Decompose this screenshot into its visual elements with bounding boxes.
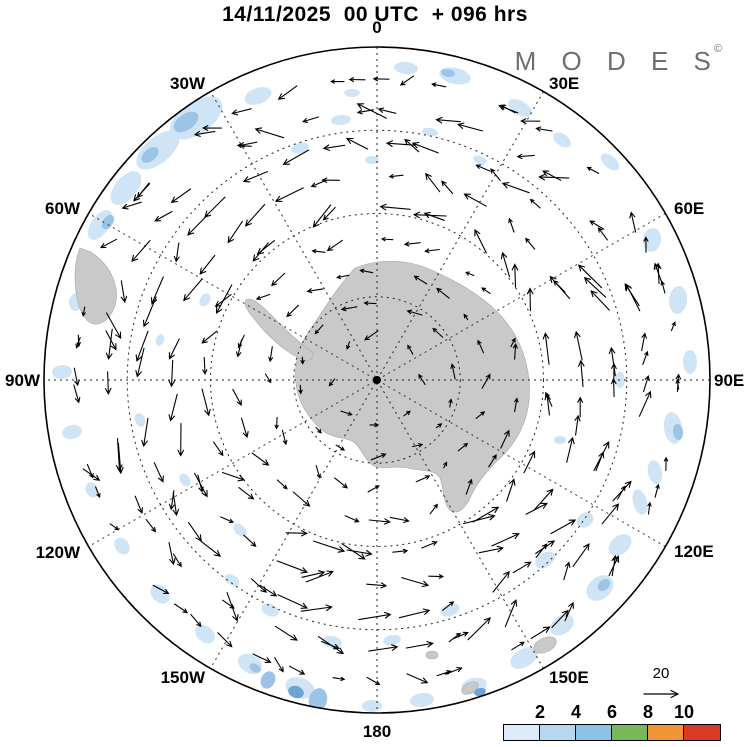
reference-arrow-value: 20 [653,665,670,682]
precip-shading [52,61,697,712]
colorbar-tick-label: 10 [673,702,695,722]
modes-logo: M O D E S© [514,43,722,77]
longitude-label: 120W [36,543,81,562]
longitude-label: 60W [45,199,81,218]
longitude-label: 30W [170,74,206,93]
colorbar-labels: 2 4 6 8 10 [503,702,721,724]
longitude-label: 150W [161,668,206,687]
longitude-label: 90E [714,371,744,390]
longitude-label: 90W [5,371,41,390]
reference-arrow: 20 [643,665,680,699]
colorbar-segment [648,725,684,740]
modes-logo-text: M O D E S [514,46,720,76]
south-pole-dot [373,376,381,384]
longitude-label: 150E [549,668,589,687]
colorbar-tick-label: 6 [606,702,618,722]
map-interior [44,47,710,713]
longitude-label: 0 [372,18,381,37]
map-boundary [43,46,711,714]
longitude-label: 60E [674,199,704,218]
copyright-mark: © [713,43,722,56]
colorbar-segment [540,725,576,740]
colorbar-tick-label: 4 [570,702,582,722]
colorbar-bar [503,724,721,741]
map-title: 14/11/2025 00 UTC + 096 hrs [222,3,528,26]
colorbar: 2 4 6 8 10 [503,702,721,741]
colorbar-segment [684,725,720,740]
colorbar-segment [612,725,648,740]
longitude-label: 180 [363,722,391,741]
wind-vectors [73,75,682,685]
colorbar-segment [576,725,612,740]
longitude-label: 30E [549,74,579,93]
graticule [44,47,710,713]
longitude-label: 120E [674,542,714,561]
colorbar-tick-label: 8 [642,702,654,722]
colorbar-tick-label: 2 [534,702,546,722]
colorbar-segment [504,725,540,740]
longitude-labels: 0 30E 60E 90E 120E 150E 180 150W 120W 90W 60W 30W [5,18,744,741]
